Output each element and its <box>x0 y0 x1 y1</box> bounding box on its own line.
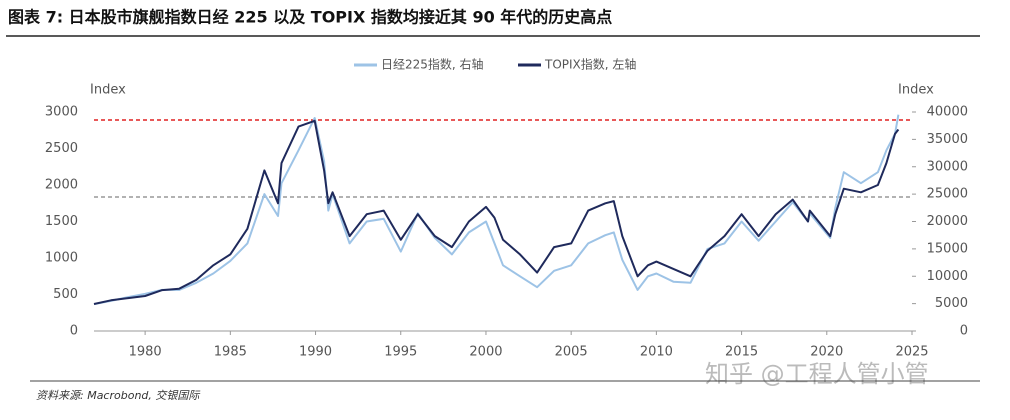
x-tick-label: 2015 <box>725 345 758 360</box>
y2-tick-label: 40000 <box>927 105 968 120</box>
source: 资料来源: Macrobond, 交银国际 <box>36 389 200 402</box>
x-tick-label: 1985 <box>214 345 247 360</box>
y2-tick-label: 0 <box>960 324 968 339</box>
y2-tick-label: 10000 <box>927 269 968 284</box>
y-tick-label: 3000 <box>45 105 78 120</box>
x-tick-label: 1995 <box>384 345 417 360</box>
chart-title: 图表 7: 日本股市旗舰指数日经 225 以及 TOPIX 指数均接近其 90 … <box>8 8 612 27</box>
x-tick-label: 2000 <box>469 345 502 360</box>
y2-axis-label: Index <box>898 83 934 98</box>
y2-tick-label: 35000 <box>927 132 968 147</box>
y-tick-label: 2500 <box>45 141 78 156</box>
x-tick-label: 2005 <box>555 345 588 360</box>
x-tick-label: 1990 <box>299 345 332 360</box>
legend-label: TOPIX指数, 左轴 <box>544 57 636 72</box>
y2-tick-label: 20000 <box>927 214 968 229</box>
y-axis-label: Index <box>90 83 126 98</box>
x-tick-label: 2020 <box>810 345 843 360</box>
x-tick-label: 2025 <box>895 345 928 360</box>
y2-tick-label: 15000 <box>927 241 968 256</box>
series-line <box>93 114 900 306</box>
y-tick-label: 1000 <box>45 251 78 266</box>
y-tick-label: 0 <box>70 324 78 339</box>
y-tick-label: 500 <box>53 287 78 302</box>
y2-tick-label: 30000 <box>927 159 968 174</box>
watermark: 知乎 @工程人管小管 <box>705 360 929 388</box>
legend-label: 日经225指数, 右轴 <box>381 57 484 72</box>
y-tick-label: 1500 <box>45 214 78 229</box>
y2-tick-label: 5000 <box>935 296 968 311</box>
y-tick-label: 2000 <box>45 178 78 193</box>
x-tick-label: 2010 <box>640 345 673 360</box>
series-line <box>93 119 900 305</box>
y2-tick-label: 25000 <box>927 187 968 202</box>
x-tick-label: 1980 <box>129 345 162 360</box>
